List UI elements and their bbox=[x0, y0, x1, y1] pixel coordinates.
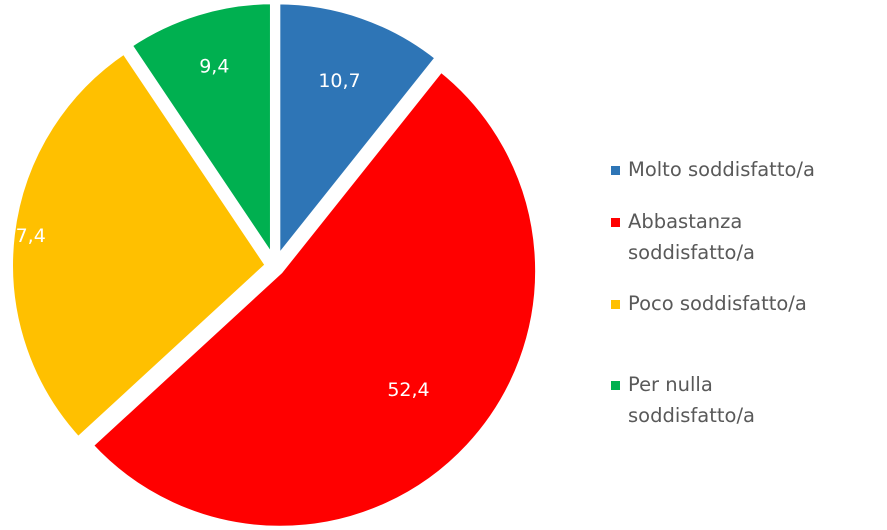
pie-slice-molto bbox=[274, 0, 443, 268]
legend-item-abbastanza: Abbastanza soddisfatto/a bbox=[611, 210, 798, 268]
pie-slice-poco bbox=[7, 46, 272, 445]
legend-item-molto: Molto soddisfatto/a bbox=[611, 158, 878, 185]
legend-label-poco: Poco soddisfatto/a bbox=[628, 292, 807, 315]
data-label-molto: 10,7 bbox=[318, 70, 360, 92]
legend-swatch-poco bbox=[611, 300, 620, 309]
legend-swatch-molto bbox=[611, 166, 620, 175]
data-label-per-nulla: 9,4 bbox=[199, 55, 229, 77]
chart-legend: Molto soddisfatto/a Abbastanza soddisfat… bbox=[611, 0, 887, 530]
data-label-abbastanza: 52,4 bbox=[387, 379, 429, 401]
pie-slice-per-nulla bbox=[124, 0, 276, 270]
legend-swatch-abbastanza bbox=[611, 218, 620, 227]
legend-label-per-nulla: Per nulla soddisfatto/a bbox=[628, 373, 755, 427]
pie-slice-abbastanza bbox=[86, 64, 542, 530]
legend-item-poco: Poco soddisfatto/a bbox=[611, 292, 878, 319]
legend-label-abbastanza: Abbastanza soddisfatto/a bbox=[628, 210, 755, 264]
data-label-poco: 27,4 bbox=[3, 225, 45, 247]
legend-label-molto: Molto soddisfatto/a bbox=[628, 158, 815, 181]
pie-data-labels: 10,7 52,4 27,4 9,4 bbox=[3, 55, 429, 401]
pie-chart: 10,7 52,4 27,4 9,4 bbox=[3, 0, 542, 530]
legend-item-per-nulla: Per nulla soddisfatto/a bbox=[611, 373, 788, 431]
pie-slices bbox=[7, 0, 542, 530]
legend-swatch-per-nulla bbox=[611, 381, 620, 390]
